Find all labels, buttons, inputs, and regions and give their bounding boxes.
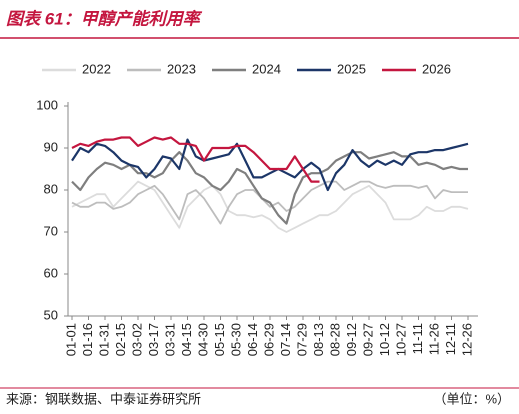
y-tick-label: 60: [44, 265, 58, 280]
chart-title: 图表 61：甲醇产能利用率: [6, 9, 203, 28]
legend-label: 2024: [252, 61, 281, 76]
x-tick-label: 11-26: [426, 323, 441, 355]
x-tick-label: 02-15: [113, 323, 128, 356]
x-tick-label: 03-02: [129, 323, 144, 356]
legend-label: 2025: [337, 61, 366, 76]
x-tick-label: 12-26: [459, 323, 474, 356]
source-note: 来源：钢联数据、中泰证券研究所: [6, 391, 201, 406]
x-tick-label: 11-11: [410, 323, 425, 354]
x-tick-label: 07-29: [294, 323, 309, 356]
x-tick-label: 10-12: [377, 323, 392, 356]
x-tick-label: 01-16: [80, 323, 95, 356]
x-tick-label: 03-31: [162, 323, 177, 356]
x-tick-label: 04-15: [179, 323, 194, 356]
y-tick-label: 50: [44, 307, 58, 322]
x-tick-label: 09-12: [344, 323, 359, 356]
x-tick-label: 01-31: [96, 323, 111, 356]
x-tick-label: 03-17: [146, 323, 161, 356]
x-tick-label: 05-30: [228, 323, 243, 356]
legend-label: 2022: [82, 61, 111, 76]
y-tick-label: 90: [44, 139, 58, 154]
series-line: [71, 180, 468, 225]
x-tick-label: 07-14: [278, 323, 293, 356]
x-tick-label: 08-28: [327, 323, 342, 356]
series-line: [71, 151, 468, 225]
x-tick-label: 08-13: [311, 323, 326, 356]
x-tick-label: 12-11: [443, 323, 458, 355]
y-tick-label: 80: [44, 181, 58, 196]
series-line: [71, 136, 320, 183]
x-tick-label: 05-15: [212, 323, 227, 356]
x-tick-label: 10-27: [393, 323, 408, 356]
x-tick-label: 06-29: [261, 323, 276, 356]
x-tick-label: 06-14: [245, 323, 260, 356]
series-line: [71, 180, 469, 233]
legend-label: 2023: [167, 61, 196, 76]
x-tick-label: 01-01: [63, 323, 78, 356]
legend-label: 2026: [422, 61, 451, 76]
y-tick-label: 70: [44, 223, 58, 238]
x-tick-label: 09-27: [360, 323, 375, 356]
y-tick-label: 100: [36, 97, 58, 112]
x-tick-label: 04-30: [195, 323, 210, 356]
unit-note: （单位：%）: [433, 391, 510, 406]
series-line: [71, 138, 469, 192]
